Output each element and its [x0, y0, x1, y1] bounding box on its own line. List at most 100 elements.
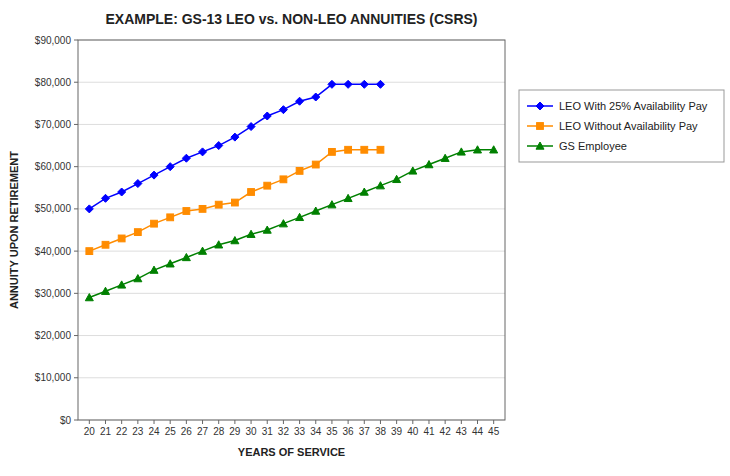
title: EXAMPLE: GS-13 LEO vs. NON-LEO ANNUITIES…: [105, 11, 477, 27]
data-point: [199, 148, 207, 156]
x-tick-label: 40: [407, 426, 419, 437]
x-tick: [283, 420, 284, 424]
legend-label: GS Employee: [559, 140, 627, 152]
x-tick: [396, 420, 397, 424]
x-tick-label: 21: [100, 426, 112, 437]
data-point: [279, 220, 287, 227]
x-tick-label: 44: [472, 426, 484, 437]
data-point: [264, 182, 271, 189]
data-point: [376, 182, 384, 189]
data-point: [118, 235, 125, 242]
y-tick-label: $10,000: [35, 372, 72, 383]
data-point: [199, 205, 206, 212]
data-point: [425, 161, 433, 168]
y-tick-label: $40,000: [35, 246, 72, 257]
x-tick: [137, 420, 138, 424]
grid-line: [78, 82, 505, 83]
data-point: [409, 167, 417, 174]
data-point: [182, 154, 190, 162]
data-point: [441, 154, 449, 161]
data-point: [85, 294, 93, 301]
legend-label: LEO Without Availability Pay: [559, 120, 698, 132]
data-point: [329, 148, 336, 155]
data-point: [344, 80, 352, 88]
data-point: [102, 241, 109, 248]
chart: $0$10,000$20,000$30,000$40,000$50,000$60…: [0, 0, 730, 476]
data-point: [151, 220, 158, 227]
x-tick: [202, 420, 203, 424]
series-line: [89, 150, 493, 298]
x-tick-label: 35: [326, 426, 338, 437]
data-point: [118, 188, 126, 196]
data-point: [215, 201, 222, 208]
data-point: [215, 241, 223, 248]
data-point: [167, 214, 174, 221]
y-tick: [74, 166, 78, 167]
x-tick: [348, 420, 349, 424]
grid-line: [78, 124, 505, 125]
y-tick: [74, 82, 78, 83]
data-point: [182, 253, 190, 260]
data-point: [247, 230, 255, 237]
data-point: [215, 142, 223, 150]
x-tick-label: 30: [246, 426, 258, 437]
x-tick: [493, 420, 494, 424]
legend-marker: [536, 102, 544, 110]
x-tick-label: 42: [440, 426, 452, 437]
data-point: [263, 112, 271, 120]
data-point: [328, 80, 336, 88]
x-tick-label: 20: [84, 426, 96, 437]
series-line: [89, 84, 380, 209]
legend-marker: [537, 123, 544, 130]
x-tick: [428, 420, 429, 424]
grid-line: [78, 293, 505, 294]
plot-frame: [78, 40, 505, 420]
series-line: [89, 150, 380, 251]
y-tick-label: $0: [60, 415, 72, 426]
x-tick-label: 37: [359, 426, 371, 437]
x-tick-label: 26: [181, 426, 193, 437]
data-point: [312, 207, 320, 214]
x-tick-label: 24: [148, 426, 160, 437]
x-tick: [331, 420, 332, 424]
x-tick-label: 41: [423, 426, 435, 437]
data-point: [360, 188, 368, 195]
grid-line: [78, 377, 505, 378]
data-point: [150, 171, 158, 179]
data-point: [360, 80, 368, 88]
data-point: [361, 146, 368, 153]
y-tick: [74, 208, 78, 209]
data-point: [150, 266, 158, 273]
x-tick: [299, 420, 300, 424]
data-point: [263, 226, 271, 233]
x-tick-label: 34: [310, 426, 322, 437]
data-point: [279, 106, 287, 114]
y-tick-label: $50,000: [35, 203, 72, 214]
data-point: [199, 247, 207, 254]
grid-line: [78, 251, 505, 252]
data-point: [86, 248, 93, 255]
plot-data: [85, 80, 497, 300]
x-tick-label: 23: [132, 426, 144, 437]
data-point: [280, 176, 287, 183]
x-tick-label: 45: [488, 426, 500, 437]
x-tick: [218, 420, 219, 424]
background: [0, 0, 730, 476]
data-point: [85, 205, 93, 213]
axes: $0$10,000$20,000$30,000$40,000$50,000$60…: [35, 35, 505, 438]
x-tick: [121, 420, 122, 424]
x-tick-label: 25: [165, 426, 177, 437]
data-point: [118, 281, 126, 288]
data-point: [377, 146, 384, 153]
y-tick: [74, 40, 78, 41]
data-point: [457, 148, 465, 155]
x-tick: [186, 420, 187, 424]
x-tick-label: 27: [197, 426, 209, 437]
grid: [78, 40, 505, 420]
y-tick-label: $90,000: [35, 35, 72, 46]
data-point: [296, 97, 304, 105]
data-point: [344, 194, 352, 201]
legend: LEO With 25% Availability PayLEO Without…: [519, 90, 724, 162]
legend-marker: [536, 142, 544, 149]
y-tick: [74, 335, 78, 336]
